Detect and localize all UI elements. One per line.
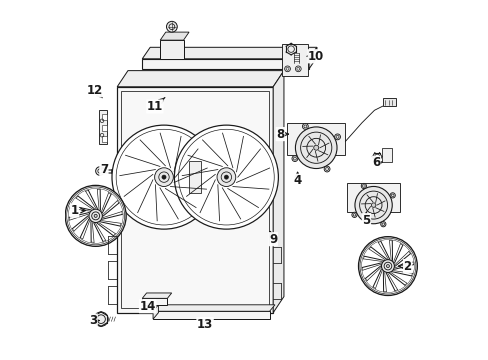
Circle shape [389, 193, 394, 198]
Polygon shape [282, 44, 307, 76]
Polygon shape [142, 47, 316, 59]
Circle shape [295, 127, 336, 168]
Circle shape [89, 209, 102, 222]
Text: 13: 13 [197, 318, 213, 331]
Polygon shape [286, 123, 345, 155]
Polygon shape [153, 305, 158, 319]
Circle shape [334, 134, 340, 140]
Polygon shape [117, 87, 273, 313]
Circle shape [291, 156, 297, 162]
Polygon shape [273, 71, 284, 313]
Circle shape [386, 265, 388, 267]
Polygon shape [102, 125, 107, 131]
Polygon shape [381, 148, 391, 162]
Circle shape [284, 66, 290, 72]
Polygon shape [382, 98, 396, 106]
Circle shape [174, 125, 278, 229]
Polygon shape [160, 32, 189, 40]
Circle shape [380, 222, 385, 227]
Circle shape [112, 125, 216, 229]
Circle shape [358, 237, 416, 296]
Circle shape [295, 66, 301, 72]
Polygon shape [153, 311, 269, 319]
Polygon shape [160, 40, 183, 59]
Text: 4: 4 [293, 172, 301, 187]
Text: 8: 8 [276, 127, 287, 141]
Circle shape [65, 185, 126, 246]
Text: 5: 5 [362, 213, 370, 227]
Text: 9: 9 [268, 231, 277, 246]
Circle shape [96, 167, 104, 175]
Text: 10: 10 [306, 50, 324, 63]
Polygon shape [102, 114, 107, 120]
Circle shape [324, 166, 329, 172]
Circle shape [217, 168, 235, 186]
Polygon shape [102, 136, 107, 141]
Polygon shape [308, 47, 316, 69]
Polygon shape [142, 293, 171, 298]
Circle shape [354, 186, 391, 224]
Polygon shape [99, 110, 107, 144]
Polygon shape [153, 305, 274, 311]
Text: 2: 2 [398, 260, 411, 273]
Text: 14: 14 [139, 300, 156, 313]
Polygon shape [142, 59, 308, 69]
Circle shape [381, 260, 394, 273]
Circle shape [162, 175, 166, 179]
Polygon shape [117, 71, 284, 87]
Text: 1: 1 [70, 204, 85, 217]
Circle shape [224, 175, 228, 179]
Text: 12: 12 [86, 84, 102, 98]
Circle shape [94, 214, 97, 217]
Polygon shape [142, 298, 167, 305]
Circle shape [302, 123, 307, 129]
Text: 7: 7 [100, 163, 108, 176]
Circle shape [313, 145, 318, 150]
Circle shape [361, 183, 366, 189]
Polygon shape [347, 183, 399, 212]
Text: 11: 11 [146, 98, 164, 113]
Circle shape [166, 21, 177, 32]
Circle shape [370, 203, 375, 207]
Circle shape [351, 212, 356, 217]
Circle shape [154, 168, 173, 186]
Text: 6: 6 [371, 156, 382, 169]
Polygon shape [188, 161, 201, 193]
Circle shape [94, 312, 108, 326]
Text: 3: 3 [89, 314, 99, 327]
